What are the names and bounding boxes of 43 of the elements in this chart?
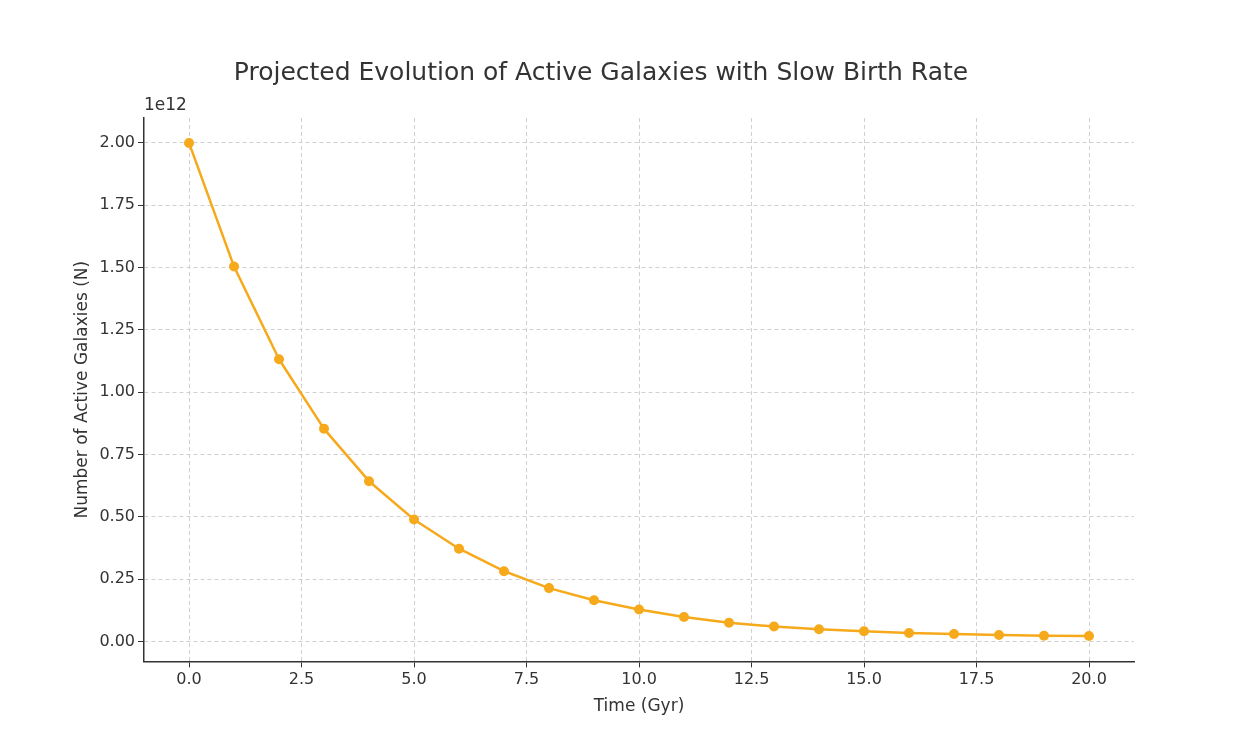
x-axis-title: Time (Gyr) bbox=[592, 695, 685, 716]
point bbox=[499, 566, 510, 577]
point bbox=[769, 621, 780, 632]
point bbox=[1084, 630, 1094, 641]
point bbox=[904, 627, 915, 638]
chart-title: Projected Evolution of Active Galaxies with Slow Birth Rate bbox=[233, 56, 969, 86]
y-tick-label: 2.00 bbox=[99, 132, 136, 152]
x-tick-label: 17.5 bbox=[958, 669, 995, 689]
point bbox=[859, 626, 870, 637]
point bbox=[679, 612, 690, 623]
y-tick-label: 1.50 bbox=[99, 256, 136, 276]
point bbox=[454, 543, 465, 554]
point bbox=[949, 628, 960, 639]
y-tick-label: 1.75 bbox=[99, 194, 136, 214]
point bbox=[1039, 630, 1049, 641]
point bbox=[184, 137, 195, 148]
point bbox=[634, 604, 645, 615]
y-tick-label: 0.00 bbox=[99, 630, 136, 650]
y-tick-label: 0.50 bbox=[99, 505, 136, 525]
point bbox=[994, 629, 1004, 640]
text: 1e12 bbox=[144, 93, 187, 114]
point bbox=[274, 354, 285, 365]
x-tick-label: 12.5 bbox=[733, 669, 770, 689]
y-tick-label: 1.25 bbox=[99, 319, 136, 339]
point bbox=[544, 583, 555, 594]
y-tick-label: 0.75 bbox=[99, 443, 136, 463]
x-tick-label: 10.0 bbox=[621, 669, 657, 689]
x-tick-label: 7.5 bbox=[513, 669, 540, 689]
x-tick-label: 2.5 bbox=[288, 669, 315, 689]
x-tick-label: 5.0 bbox=[401, 669, 427, 689]
point bbox=[229, 261, 240, 272]
x-tick-label: 20.0 bbox=[1071, 669, 1107, 689]
y-tick-label: 0.25 bbox=[99, 568, 136, 588]
point bbox=[364, 476, 375, 487]
point bbox=[814, 624, 825, 635]
point bbox=[319, 423, 330, 434]
x-tick-label: 0.0 bbox=[176, 669, 202, 689]
y-axis-title: Number of Active Galaxies (N) bbox=[70, 260, 91, 519]
point bbox=[589, 595, 600, 606]
point bbox=[409, 514, 420, 525]
y-tick-label: 1.00 bbox=[99, 381, 136, 401]
point bbox=[724, 617, 735, 628]
x-tick-label: 15.0 bbox=[846, 669, 882, 689]
